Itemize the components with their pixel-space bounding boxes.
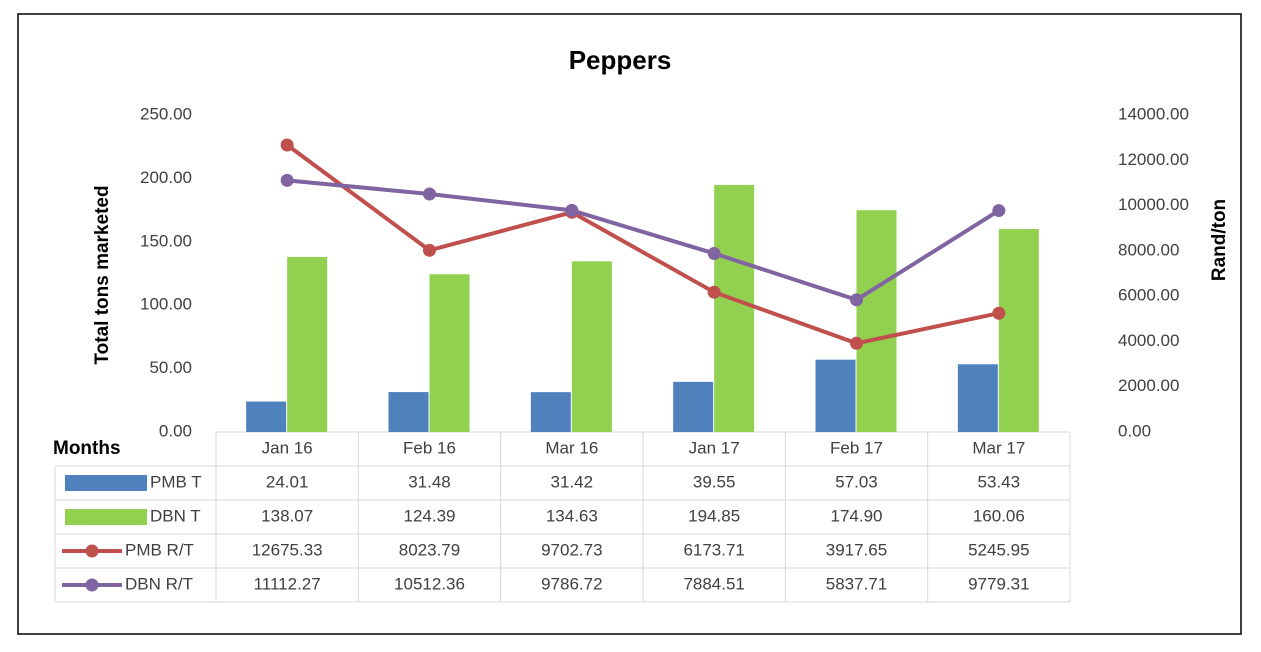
table-cell: 160.06 [973,506,1025,525]
y2-tick-label: 0.00 [1118,421,1151,440]
x-tick-label: Jan 17 [689,438,740,457]
line-marker [423,187,436,201]
bar [571,261,612,432]
table-cell: 31.48 [408,472,451,491]
table-cell: 9779.31 [968,574,1029,593]
table-cell: 7884.51 [683,574,744,593]
x-tick-label: Jan 16 [262,438,313,457]
chart-title: Peppers [569,45,672,75]
table-cell: 31.42 [551,472,594,491]
table-cell: 174.90 [831,506,883,525]
line-marker [423,243,436,257]
x-tick-label: Mar 16 [545,438,598,457]
table-cell: 57.03 [835,472,878,491]
bar [815,359,856,432]
line-marker [280,138,294,152]
y2-axis-label: Rand/ton [1209,199,1230,281]
table-header: Months [53,438,121,459]
line-marker [707,285,721,299]
line [285,143,1000,346]
table-cell: 134.63 [546,506,598,525]
bar [287,256,328,432]
bar [388,392,429,432]
line-marker [707,246,721,260]
y2-tick-label: 2000.00 [1118,376,1179,395]
legend-label: DBN T [150,506,201,525]
line-marker [565,203,579,217]
table-cell: 9702.73 [541,540,602,559]
bar [856,210,897,432]
y2-tick-label: 12000.00 [1118,150,1189,169]
y2-tick-label: 8000.00 [1118,240,1179,259]
bar [246,401,287,432]
y2-tick-label: 6000.00 [1118,286,1179,305]
table-cell: 11112.27 [254,574,321,593]
line-marker [850,293,863,307]
table-cell: 8023.79 [399,540,460,559]
table-cell: 53.43 [978,472,1021,491]
table-cell: 3917.65 [826,540,887,559]
table-cell: 138.07 [261,506,313,525]
table-cell: 5245.95 [968,540,1029,559]
y-tick-label: 100.00 [140,295,192,314]
x-tick-label: Mar 17 [972,438,1025,457]
bar [998,229,1039,432]
line-marker [850,336,863,350]
x-tick-label: Feb 17 [830,438,883,457]
bar [530,392,571,432]
y2-tick-label: 10000.00 [1118,195,1189,214]
legend-label: PMB T [150,472,202,491]
y2-tick-label: 14000.00 [1118,104,1189,123]
table-cell: 10512.36 [394,574,465,593]
table-cell: 12675.33 [252,540,323,559]
legend-key [65,509,147,525]
line-marker [992,306,1006,320]
bar [429,274,470,432]
table-cell: 194.85 [688,506,740,525]
legend-key [85,578,99,592]
chart-frame [17,13,1242,635]
y-tick-label: 50.00 [149,358,192,377]
line [286,178,1000,303]
legend-key [65,475,147,491]
y2-tick-label: 4000.00 [1118,331,1179,350]
table-cell: 9786.72 [541,574,602,593]
table-cell: 6173.71 [683,540,744,559]
bar [714,184,755,432]
bar [957,364,998,432]
line-marker [280,173,294,187]
table-cell: 5837.71 [826,574,887,593]
y-tick-label: 150.00 [140,231,192,250]
y-axis-label: Total tons marketed [92,185,113,364]
table-cell: 124.39 [404,506,456,525]
legend-key [85,544,99,558]
legend-label: PMB R/T [125,540,194,559]
bar [673,381,714,432]
line-marker [992,204,1006,218]
x-tick-label: Feb 16 [403,438,456,457]
table-cell: 24.01 [266,472,309,491]
y-tick-label: 200.00 [140,168,192,187]
y-tick-label: 250.00 [140,104,192,123]
legend-label: DBN R/T [125,574,193,593]
table-cell: 39.55 [693,472,736,491]
y-tick-label: 0.00 [159,421,192,440]
